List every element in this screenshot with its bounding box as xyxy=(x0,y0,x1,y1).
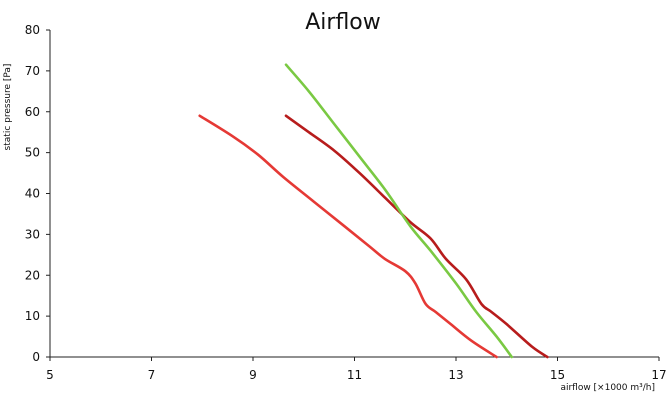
y-tick-label: 0 xyxy=(32,350,40,364)
y-tick-label: 20 xyxy=(25,268,40,282)
x-tick-label: 11 xyxy=(347,368,362,382)
y-tick-label: 30 xyxy=(25,227,40,241)
x-tick-label: 9 xyxy=(249,368,257,382)
x-axis-title: airflow [×1000 m³/h] xyxy=(560,383,655,393)
y-tick-label: 40 xyxy=(25,187,40,201)
y-tick-label: 10 xyxy=(25,309,40,323)
y-tick-label: 60 xyxy=(25,105,40,119)
y-axis-title: static pressure [Pa] xyxy=(3,64,13,151)
x-tick-label: 17 xyxy=(651,368,666,382)
x-tick-label: 7 xyxy=(148,368,156,382)
y-tick-label: 50 xyxy=(25,146,40,160)
series-line-1 xyxy=(198,114,498,359)
series-line-2 xyxy=(284,114,549,359)
y-tick-label: 70 xyxy=(25,64,40,78)
chart-plot-area: 0 10 20 30 40 50 60 70 80 5 7 9 11 13 15 17 xyxy=(25,23,667,382)
series-line-3 xyxy=(284,63,514,359)
x-tick-label: 13 xyxy=(448,368,463,382)
y-tick-label: 80 xyxy=(25,23,40,37)
chart-title: Airflow xyxy=(305,10,381,35)
x-tick-label: 5 xyxy=(46,368,54,382)
x-tick-label: 15 xyxy=(550,368,565,382)
